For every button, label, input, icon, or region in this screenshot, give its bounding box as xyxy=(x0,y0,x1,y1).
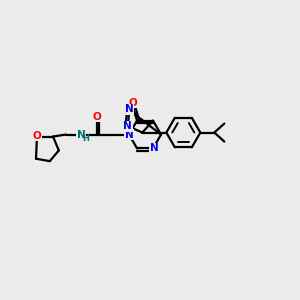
Text: N: N xyxy=(125,130,134,140)
Text: H: H xyxy=(82,134,89,143)
Text: O: O xyxy=(33,130,41,140)
Text: N: N xyxy=(123,121,132,131)
Text: N: N xyxy=(125,104,134,114)
Text: N: N xyxy=(150,143,158,153)
Text: O: O xyxy=(93,112,101,122)
Text: O: O xyxy=(129,98,137,108)
Text: N: N xyxy=(77,130,85,140)
